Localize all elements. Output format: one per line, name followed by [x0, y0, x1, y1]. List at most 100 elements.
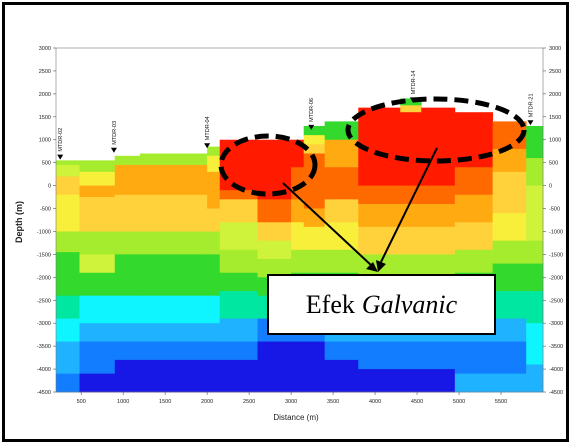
- y-axis-label: Depth (m): [14, 201, 24, 243]
- station-label: MTDR-04: [205, 116, 211, 140]
- model-cell-10-8: [358, 341, 401, 370]
- model-cell-13-4: [454, 249, 494, 274]
- model-cell-6-0: [257, 139, 292, 200]
- model-cell-9-1: [324, 139, 359, 168]
- model-cell-11-10: [400, 341, 422, 370]
- model-cell-3-8: [139, 359, 208, 393]
- model-cell-13-2: [454, 194, 494, 223]
- y-tick-label-right: 0: [549, 184, 552, 190]
- model-cell-4-2: [207, 171, 221, 209]
- station-label: MTDR-14: [411, 70, 417, 94]
- y-tick-label-left: -3500: [37, 344, 51, 350]
- galvanic-effect-text: Efek: [305, 289, 355, 319]
- model-cell-15-3: [526, 240, 544, 264]
- x-tick-label: 4000: [369, 399, 381, 405]
- model-cell-1-9: [79, 341, 116, 375]
- model-cell-0-4: [56, 231, 80, 253]
- arrow-shaft-right: [380, 147, 438, 263]
- y-tick-label-right: 500: [549, 161, 558, 167]
- model-cell-2-2: [114, 194, 141, 232]
- galvanic-effect-label: Efek Galvanic: [267, 274, 496, 335]
- model-cell-2-8: [114, 359, 141, 393]
- model-cell-12-9: [421, 369, 456, 393]
- y-tick-label-left: -3000: [37, 321, 51, 327]
- model-cell-9-0: [324, 121, 359, 141]
- model-cell-8-6: [303, 249, 326, 274]
- model-cell-4-5: [207, 254, 221, 297]
- model-cell-3-6: [139, 323, 208, 342]
- model-cell-0-0: [56, 160, 80, 166]
- model-cell-14-9: [492, 373, 527, 393]
- model-cell-3-3: [139, 231, 208, 255]
- model-cell-0-8: [56, 341, 80, 375]
- model-cell-3-4: [139, 254, 208, 297]
- y-tick-label-left: 1500: [39, 115, 51, 121]
- y-tick-label-right: -2500: [549, 298, 563, 304]
- model-cell-2-5: [114, 295, 141, 324]
- model-cell-15-0: [526, 125, 544, 159]
- model-cell-5-7: [219, 318, 258, 342]
- y-tick-label-right: -1500: [549, 252, 563, 258]
- y-tick-label-left: -4500: [37, 390, 51, 396]
- y-tick-label-right: -3500: [549, 344, 563, 350]
- model-cell-7-2: [291, 199, 305, 223]
- model-cell-6-2: [257, 222, 292, 242]
- model-cell-4-4: [207, 231, 221, 255]
- y-tick-label-left: 2000: [39, 92, 51, 98]
- model-cell-2-6: [114, 323, 141, 342]
- model-cell-0-1: [56, 164, 80, 177]
- model-cell-2-1: [114, 164, 141, 196]
- model-cell-8-0: [303, 125, 326, 136]
- model-cell-11-11: [400, 369, 422, 393]
- model-cell-5-3: [219, 222, 258, 251]
- model-cell-11-6: [400, 254, 422, 278]
- model-cell-14-7: [492, 318, 527, 342]
- model-cell-5-2: [219, 199, 258, 223]
- model-cell-13-8: [454, 341, 494, 375]
- model-cell-12-8: [421, 341, 456, 370]
- model-cell-10-3: [358, 226, 401, 255]
- arrow-head-left: [366, 262, 378, 272]
- model-cell-1-5: [79, 254, 116, 274]
- x-tick-label: 5500: [495, 399, 507, 405]
- model-cell-15-4: [526, 263, 544, 292]
- y-tick-label-left: -2500: [37, 298, 51, 304]
- model-cell-10-2: [358, 203, 401, 228]
- y-tick-label-left: 3000: [39, 46, 51, 52]
- anomaly-ellipse-left: [218, 133, 318, 197]
- model-cell-5-6: [219, 291, 258, 320]
- model-cell-7-4: [291, 249, 305, 274]
- y-tick-label-right: -4000: [549, 367, 563, 373]
- model-cell-4-0: [207, 146, 221, 157]
- station-markers: MTDR-02 MTDR-03 MTDR-04 MTDR-06 MTDR-14 MTDR-…: [57, 70, 534, 160]
- model-cell-2-3: [114, 231, 141, 255]
- model-cell-2-0: [114, 155, 141, 166]
- model-cell-2-4: [114, 254, 141, 297]
- model-cell-3-7: [139, 341, 208, 361]
- y-tick-label-left: -1500: [37, 252, 51, 258]
- model-cell-14-4: [492, 240, 527, 264]
- model-cell-10-1: [358, 185, 401, 205]
- model-cell-0-5: [56, 252, 80, 297]
- x-tick-label: 1000: [117, 399, 129, 405]
- model-cell-7-3: [291, 222, 305, 251]
- x-tick-label: 4500: [411, 399, 423, 405]
- model-cell-0-7: [56, 318, 80, 342]
- y-tick-label-right: -500: [549, 207, 560, 213]
- model-cell-4-9: [207, 359, 221, 393]
- model-cell-14-1: [492, 148, 527, 173]
- plot-border: [55, 47, 544, 393]
- station-marker: [527, 120, 534, 126]
- model-cell-11-0: [400, 98, 422, 106]
- model-cell-9-5: [324, 249, 359, 274]
- station-label: MTDR-21: [528, 93, 534, 117]
- y-tick-label-left: -500: [40, 207, 51, 213]
- model-cell-2-7: [114, 341, 141, 361]
- x-tick-label: 2000: [201, 399, 213, 405]
- station-label: MTDR-02: [58, 128, 64, 152]
- arrow-head-right: [376, 260, 386, 272]
- model-cell-13-3: [454, 222, 494, 251]
- model-cell-8-1: [303, 135, 326, 145]
- model-cell-4-8: [207, 341, 221, 361]
- anomaly-ellipse-right: [345, 96, 527, 164]
